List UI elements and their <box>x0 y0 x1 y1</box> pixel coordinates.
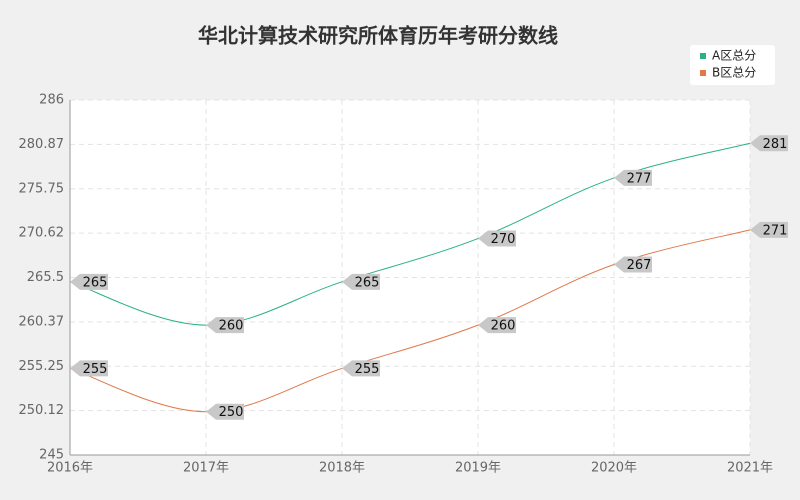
y-tick-label: 280.87 <box>19 137 65 152</box>
data-label-tag <box>206 403 244 420</box>
data-label-tag <box>750 221 788 238</box>
data-label: 260 <box>491 319 516 334</box>
legend-box <box>690 45 775 85</box>
data-label: 270 <box>491 232 516 247</box>
data-label: 265 <box>355 275 380 290</box>
x-tick-label: 2018年 <box>319 461 365 476</box>
legend-marker <box>700 53 706 59</box>
chart-title: 华北计算技术研究所体育历年考研分数线 <box>198 24 558 48</box>
x-tick-label: 2017年 <box>183 461 229 476</box>
y-tick-label: 270.62 <box>19 226 65 241</box>
data-label: 255 <box>355 362 380 377</box>
data-label-tag <box>614 169 652 186</box>
x-tick-label: 2019年 <box>455 461 501 476</box>
data-label-tag <box>70 273 108 290</box>
x-tick-label: 2021年 <box>727 461 773 476</box>
legend-label: B区总分 <box>712 66 756 80</box>
y-tick-label: 286 <box>39 93 64 108</box>
data-label: 255 <box>83 362 108 377</box>
data-label-tag <box>478 230 516 247</box>
y-tick-label: 245 <box>39 448 64 463</box>
data-label-tag <box>478 317 516 334</box>
data-label: 260 <box>219 319 244 334</box>
data-label: 265 <box>83 275 108 290</box>
data-label: 267 <box>627 258 652 273</box>
data-label-tag <box>614 256 652 273</box>
y-tick-label: 275.75 <box>19 181 65 196</box>
legend-label: A区总分 <box>712 49 756 63</box>
data-label-tag <box>342 273 380 290</box>
legend: A区总分 B区总分 <box>700 49 756 80</box>
legend-marker <box>700 70 706 76</box>
x-tick-label: 2020年 <box>591 461 637 476</box>
data-label-tag <box>70 360 108 377</box>
data-label: 281 <box>763 137 788 152</box>
data-label: 271 <box>763 223 788 238</box>
plot-area <box>70 100 750 455</box>
y-tick-label: 265.5 <box>27 270 64 285</box>
data-label-tag <box>750 135 788 152</box>
data-label: 250 <box>219 405 244 420</box>
y-tick-label: 255.25 <box>19 359 65 374</box>
y-tick-label: 260.37 <box>19 314 65 329</box>
data-label: 277 <box>627 171 652 186</box>
y-tick-label: 250.12 <box>19 403 65 418</box>
data-label-tag <box>206 317 244 334</box>
data-label-tag <box>342 360 380 377</box>
x-tick-label: 2016年 <box>47 461 93 476</box>
